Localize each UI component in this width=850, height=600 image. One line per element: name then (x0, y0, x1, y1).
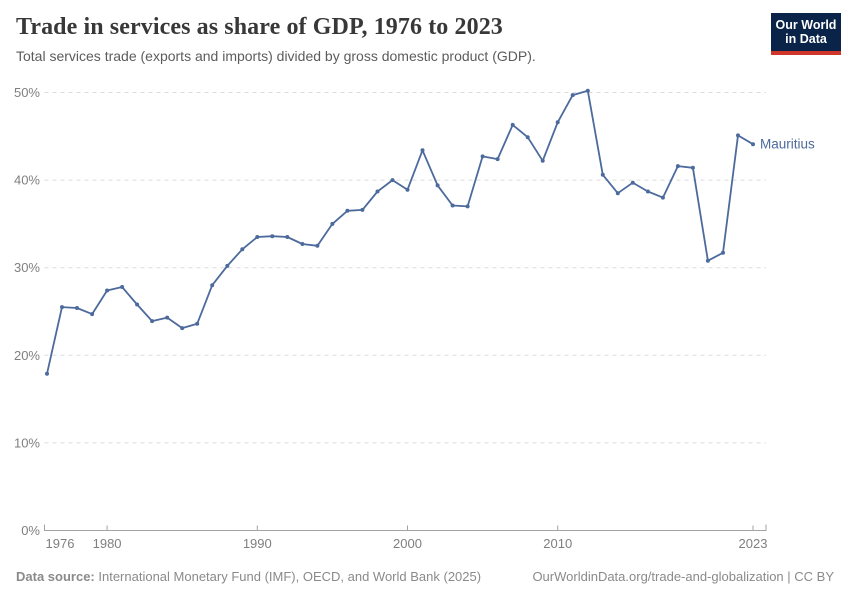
data-line (46, 89, 754, 375)
y-axis-tick-label: 0% (21, 523, 40, 538)
data-point[interactable] (751, 142, 755, 147)
page-title: Trade in services as share of GDP, 1976 … (16, 14, 503, 40)
owid-logo-line2: in Data (785, 32, 827, 47)
y-axis-tick-label: 40% (14, 173, 40, 188)
data-point[interactable] (375, 189, 380, 194)
data-point[interactable] (435, 183, 440, 188)
x-axis-tick-label: 2010 (543, 536, 572, 551)
y-axis-tick-label: 20% (14, 348, 40, 363)
data-point[interactable] (570, 93, 575, 98)
data-point[interactable] (90, 312, 95, 317)
data-point[interactable] (180, 326, 185, 331)
data-point[interactable] (555, 120, 560, 125)
data-point[interactable] (360, 207, 365, 212)
data-point[interactable] (585, 88, 590, 93)
data-point[interactable] (495, 157, 500, 162)
owid-logo-line1: Our World (775, 18, 837, 32)
x-axis-tick-label: 2000 (393, 536, 422, 551)
data-point[interactable] (660, 195, 665, 200)
y-axis-tick-label: 50% (14, 85, 40, 100)
data-point[interactable] (150, 319, 155, 324)
data-source-label: Data source: (16, 569, 95, 584)
data-point[interactable] (540, 158, 545, 163)
data-point[interactable] (195, 321, 200, 326)
page-subtitle: Total services trade (exports and import… (16, 48, 536, 64)
data-point[interactable] (390, 178, 395, 183)
owid-logo[interactable]: Our World in Data (771, 13, 841, 55)
data-point[interactable] (405, 187, 410, 192)
data-point[interactable] (240, 247, 245, 252)
data-point[interactable] (210, 283, 215, 288)
data-point[interactable] (480, 154, 485, 159)
x-axis-tick-label: 1990 (243, 536, 272, 551)
x-axis-tick-label: 1980 (93, 536, 122, 551)
data-source-text: International Monetary Fund (IMF), OECD,… (94, 569, 482, 584)
x-axis-line (44, 524, 767, 531)
data-point[interactable] (165, 315, 170, 320)
data-point[interactable] (300, 242, 305, 246)
data-point[interactable] (120, 285, 125, 289)
data-point[interactable] (510, 122, 515, 127)
x-axis-tick-label: 1976 (46, 536, 75, 551)
data-point[interactable] (721, 250, 725, 255)
data-point[interactable] (630, 180, 635, 185)
series-label[interactable]: Mauritius (760, 137, 815, 152)
data-point[interactable] (255, 235, 260, 239)
data-point[interactable] (315, 243, 320, 248)
data-point[interactable] (645, 189, 650, 194)
x-axis-tick-label: 2023 (739, 536, 768, 551)
data-point[interactable] (705, 258, 710, 263)
data-point[interactable] (345, 208, 350, 213)
y-axis-tick-label: 10% (14, 435, 40, 450)
data-point[interactable] (736, 133, 740, 138)
y-axis-tick-label: 30% (14, 260, 40, 275)
data-point[interactable] (450, 203, 455, 208)
data-point[interactable] (600, 172, 605, 177)
data-point[interactable] (60, 305, 64, 310)
data-point[interactable] (135, 302, 140, 307)
data-point[interactable] (45, 371, 49, 376)
data-point[interactable] (690, 165, 695, 170)
data-point[interactable] (225, 263, 230, 268)
credit-link[interactable]: OurWorldinData.org/trade-and-globalizati… (532, 569, 834, 584)
data-point[interactable] (615, 191, 620, 196)
data-point[interactable] (525, 135, 530, 140)
data-point[interactable] (465, 204, 470, 209)
data-source-note: Data source: International Monetary Fund… (16, 569, 481, 584)
data-point[interactable] (285, 235, 290, 239)
data-point[interactable] (105, 288, 110, 293)
data-point[interactable] (675, 164, 680, 169)
data-point[interactable] (330, 221, 335, 226)
data-point[interactable] (270, 234, 275, 239)
data-point[interactable] (420, 148, 425, 153)
chart-footer: Data source: International Monetary Fund… (16, 569, 834, 584)
data-point[interactable] (75, 306, 79, 310)
